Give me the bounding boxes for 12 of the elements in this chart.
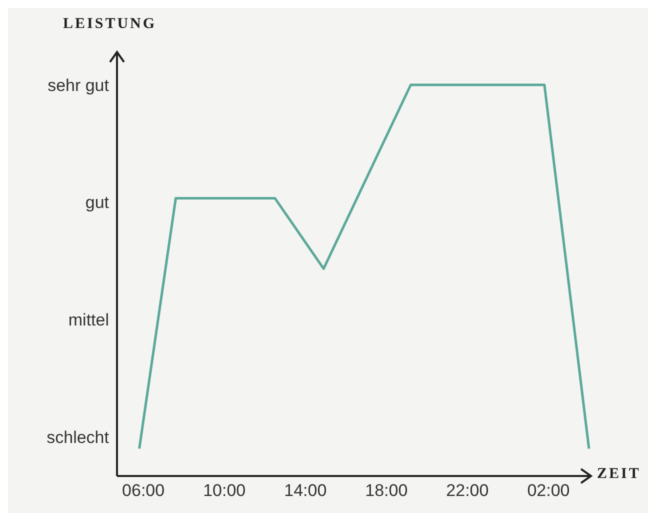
text: sehr gut — [48, 76, 110, 95]
text: mittel — [68, 310, 109, 330]
x-tick-label: 06:00 — [122, 481, 165, 500]
y-axis-title: LEISTUNG — [63, 16, 157, 33]
text: gut — [85, 193, 110, 212]
x-axis-title: ZEIT — [597, 466, 641, 483]
text: schlecht — [46, 428, 110, 447]
x-tick-label: 14:00 — [284, 481, 327, 500]
x-tick-label: 18:00 — [365, 481, 408, 500]
x-tick-label: 02:00 — [527, 481, 570, 500]
x-tick-label: 10:00 — [203, 481, 246, 500]
x-tick-label: 22:00 — [446, 481, 489, 500]
